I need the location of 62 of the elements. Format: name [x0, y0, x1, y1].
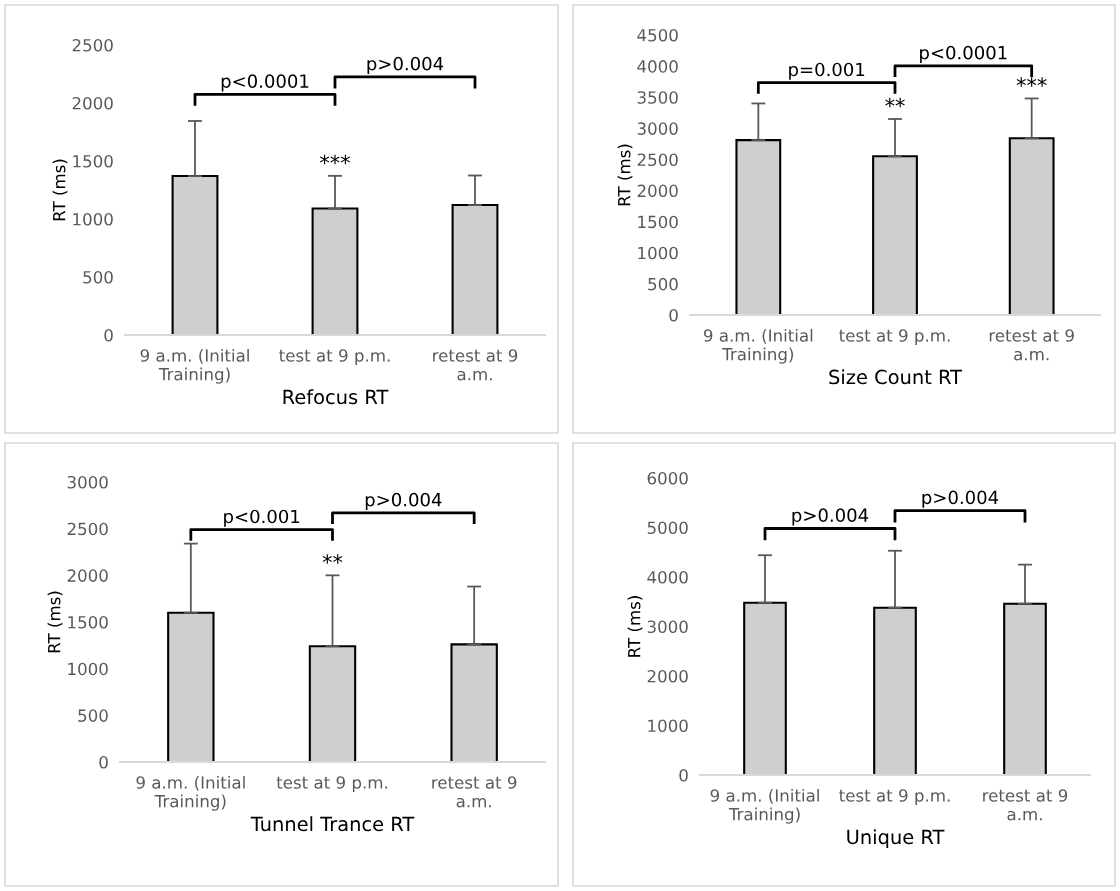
y-tick-label: 1000 [73, 212, 113, 226]
y-tick-label: 2000 [72, 96, 113, 110]
y-tick-label: 2000 [647, 669, 688, 683]
y-tick-label: 2500 [637, 153, 678, 167]
y-axis-title: RT (ms) [627, 596, 643, 657]
y-tick-label: 1000 [648, 719, 688, 733]
x-tick-label: test at 9 p.m. [839, 789, 950, 806]
x-tick-label: 9 a.m. (Initial Training) [136, 775, 245, 811]
y-tick-label: 1500 [638, 215, 678, 229]
annotation: p<0.0001 [221, 74, 309, 92]
y-tick-label: 1500 [73, 154, 113, 168]
x-tick-label: 9 a.m. (Initial Training) [710, 788, 819, 824]
x-tick-label: retest at 9 a.m. [432, 776, 517, 808]
y-tick-label: 3000 [637, 122, 678, 135]
y-tick-label: 4500 [637, 28, 678, 42]
y-tick-label: 1500 [68, 615, 108, 629]
x-axis-title: Unique RT [847, 829, 945, 849]
y-axis-title: RT (ms) [52, 159, 68, 221]
y-tick-label: 2500 [72, 38, 113, 52]
y-tick-label: 4000 [637, 60, 678, 73]
y-tick-label: 500 [648, 277, 678, 291]
y-axis-title: RT (ms) [47, 591, 63, 653]
x-tick-label: retest at 9 a.m. [433, 349, 518, 381]
annotation: ** [322, 554, 343, 564]
annotation: p<0.0001 [920, 45, 1007, 63]
y-axis-title: RT (ms) [617, 144, 633, 206]
x-axis-title: Size Count RT [829, 369, 963, 385]
y-tick-label: 0 [669, 308, 678, 322]
x-tick-label: retest at 9 a.m. [983, 789, 1068, 821]
y-tick-label: 3500 [637, 91, 678, 104]
y-tick-label: 3000 [67, 475, 108, 489]
annotation: p>0.004 [922, 490, 999, 508]
annotation: p<0.001 [224, 509, 300, 527]
annotation: *** [320, 154, 350, 165]
y-tick-label: 0 [99, 755, 108, 769]
x-tick-label: test at 9 p.m. [276, 776, 388, 793]
y-tick-label: 2000 [67, 569, 108, 582]
y-tick-label: 0 [679, 768, 688, 782]
annotation: *** [1016, 77, 1047, 87]
x-axis-title: Refocus RT [283, 389, 389, 405]
x-axis-title: Tunnel Trance RT [250, 816, 415, 832]
y-tick-label: 2500 [67, 522, 108, 536]
y-tick-label: 500 [83, 270, 113, 284]
y-tick-label: 5000 [647, 521, 688, 535]
annotation: p>0.004 [367, 56, 444, 74]
y-tick-label: 500 [78, 709, 108, 722]
x-tick-label: 9 a.m. (Initial Training) [140, 348, 249, 384]
x-tick-label: 9 a.m. (Initial Training) [703, 328, 813, 364]
y-tick-label: 6000 [647, 471, 688, 485]
annotation: p>0.004 [792, 508, 869, 526]
y-tick-label: 2000 [637, 184, 678, 198]
y-tick-label: 1000 [638, 246, 678, 260]
y-tick-label: 1000 [68, 662, 108, 676]
y-tick-label: 3000 [647, 620, 688, 634]
y-tick-label: 4000 [647, 570, 688, 584]
x-tick-label: test at 9 p.m. [839, 329, 950, 346]
annotation: p=0.001 [789, 62, 865, 80]
annotation: p>0.004 [365, 492, 442, 510]
x-tick-label: test at 9 p.m. [279, 349, 390, 366]
y-tick-label: 0 [104, 328, 113, 342]
x-tick-label: retest at 9 a.m. [989, 329, 1074, 361]
annotation: ** [885, 97, 905, 108]
